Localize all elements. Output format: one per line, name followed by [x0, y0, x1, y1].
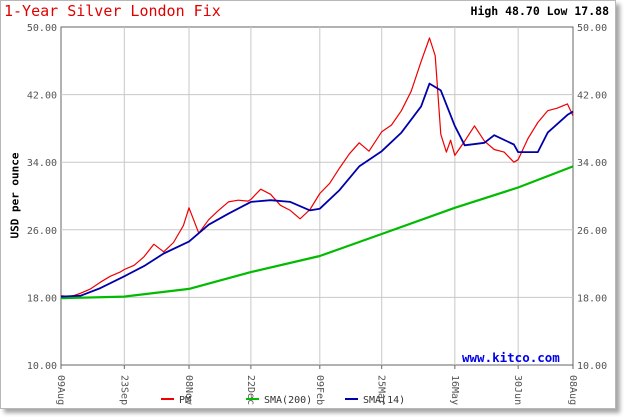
- x-tick-label: 25Mar: [376, 375, 387, 405]
- x-tick-label: 30Jun: [512, 375, 523, 405]
- series-line-sma14: [60, 82, 574, 298]
- series-lines: [60, 37, 574, 300]
- legend-label-sma200: SMA(200): [264, 395, 313, 406]
- x-tick-label: 08Aug: [567, 375, 578, 405]
- y-tick-label-right: 18.00: [577, 293, 607, 304]
- legend-swatch-sma200: [246, 398, 259, 400]
- series-line-sma200: [60, 165, 574, 300]
- legend-swatch-sma14: [345, 398, 358, 400]
- legend-label-sma14: SMA(14): [363, 395, 406, 406]
- chart-title: 1-Year Silver London Fix: [4, 2, 221, 20]
- series-line-pm: [60, 37, 574, 298]
- legend-swatch-pm: [161, 398, 174, 400]
- plot-background: [60, 26, 574, 366]
- y-tick-label-left: 50.00: [27, 23, 57, 34]
- y-tick-label-right: 10.00: [577, 361, 607, 372]
- x-tick-label: 22Dec: [245, 375, 256, 405]
- y-tick-label-left: 34.00: [27, 158, 57, 169]
- high-low-readout: High 48.70 Low 17.88: [470, 4, 609, 18]
- y-tick-label-right: 34.00: [577, 158, 607, 169]
- legend-item-pm: PM: [161, 394, 191, 408]
- legend-item-sma200: SMA(200): [246, 394, 312, 408]
- x-tick-label: 09Feb: [314, 375, 325, 405]
- y-tick-label-right: 50.00: [577, 23, 607, 34]
- y-tick-label-left: 10.00: [27, 361, 57, 372]
- y-tick-label-right: 26.00: [577, 226, 607, 237]
- y-tick-labels: 10.00 10.00 18.00 18.00 26.00 26.00 34.00 34.00…: [27, 23, 607, 372]
- grid-lines: [60, 27, 574, 369]
- x-tick-label: 16May: [449, 375, 460, 405]
- plot-area: 10.00 10.00 18.00 18.00 26.00 26.00 34.00 34.00…: [27, 23, 607, 405]
- y-tick-label-left: 18.00: [27, 293, 57, 304]
- kitco-watermark[interactable]: www.kitco.com: [462, 350, 560, 365]
- y-tick-label-left: 26.00: [27, 226, 57, 237]
- x-tick-labels: 09Aug 23Sep 08Nov 22Dec 09Feb 25Mar 16May 30Jun…: [55, 375, 578, 405]
- chart-legend: PM SMA(200) SMA(14): [1, 394, 615, 408]
- legend-item-sma14: SMA(14): [345, 394, 405, 408]
- chart-frame: 1-Year Silver London Fix High 48.70 Low …: [0, 0, 616, 409]
- y-tick-label-left: 42.00: [27, 91, 57, 102]
- legend-label-pm: PM: [179, 395, 192, 406]
- x-tick-label: 08Nov: [183, 375, 194, 405]
- x-tick-label: 09Aug: [55, 375, 66, 405]
- y-tick-label-right: 42.00: [577, 91, 607, 102]
- x-tick-label: 23Sep: [118, 375, 129, 405]
